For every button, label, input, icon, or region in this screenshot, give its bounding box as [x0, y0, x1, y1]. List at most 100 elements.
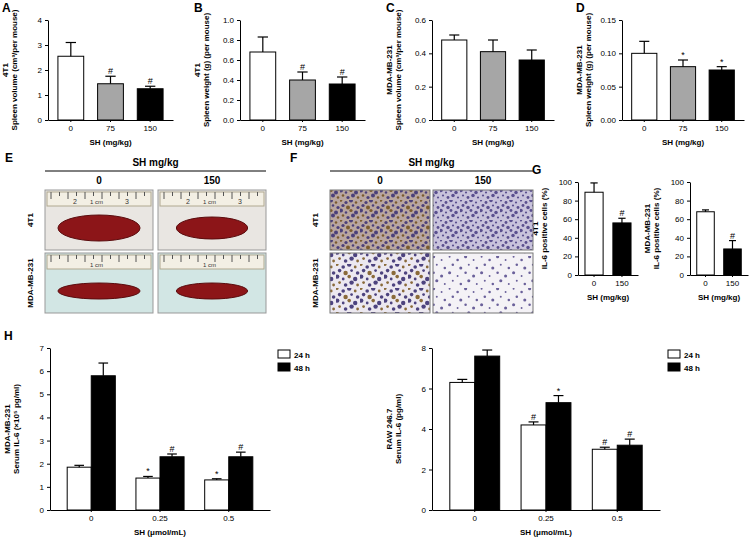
x-tick-mark [594, 275, 595, 277]
ruler-label: 1 cm [203, 199, 216, 205]
y-tick-label: 100 [671, 178, 685, 187]
y-axis-title-line: MDA-MB-231 [575, 45, 584, 95]
y-tick-mark [429, 470, 432, 471]
y-tick: 0.0 [223, 116, 240, 125]
spleen [58, 283, 140, 299]
ruler-label: 2 [186, 198, 190, 205]
x-axis: 0150 [691, 275, 749, 288]
y-tick-label: 20 [675, 252, 684, 261]
y-tick-mark [619, 20, 622, 21]
x-tick: 150 [715, 120, 729, 133]
y-tick-label: 1 [40, 483, 45, 492]
legend: 24 h48 h [278, 350, 310, 373]
y-tick-mark [237, 80, 240, 81]
y-tick: 0.6 [223, 56, 240, 65]
error-bar [337, 77, 347, 84]
y-tick: 1.0 [223, 16, 240, 25]
y-axis-title: 4T1Spleen volume (cm³/per mouse) [1, 9, 19, 130]
y-tick-mark [45, 95, 48, 96]
error-bar [618, 218, 625, 223]
error-line [629, 439, 630, 445]
plot-area [58, 43, 163, 121]
x-tick-label: 0 [261, 124, 266, 133]
error-line [240, 452, 241, 457]
x-tick-mark [228, 510, 229, 512]
x-tick: 0 [89, 510, 94, 523]
bar [137, 89, 163, 120]
column-label: 150 [475, 175, 492, 186]
panel-letter: G [532, 163, 541, 177]
y-tick-label: 100 [559, 178, 573, 187]
legend-swatch [278, 363, 290, 371]
ruler [160, 192, 264, 206]
chart-panel: ##0.00.20.40.60.81.0075150SH (mg/kg)4T1S… [193, 13, 366, 147]
image-panel: FSH mg/kg01504T1MDA-MB-231 [290, 151, 533, 313]
x-tick-mark [70, 120, 71, 122]
panel-letter: B [194, 1, 203, 15]
photo-tile [45, 190, 153, 250]
y-tick-label: 60 [675, 215, 684, 224]
y-axis-title: RAW 246.7Serum IL-6 (pg/ml) [385, 394, 403, 465]
bar [697, 212, 715, 275]
y-tick: 7 [40, 344, 50, 353]
x-tick: 75 [298, 120, 307, 133]
image-panel: ESH mg/kg01504T1231 cm231 cmMDA-MB-2311 … [5, 151, 266, 313]
column-label: 150 [204, 175, 221, 186]
y-axis-title-line: Spleen weight (g) (per mouse) [202, 13, 211, 128]
y-tick: 0.2 [415, 83, 432, 92]
image-header: SH mg/kg [408, 157, 454, 168]
y-tick: 100 [671, 178, 690, 187]
ruler-tick [232, 192, 233, 199]
row-label: MDA-MB-231 [26, 258, 35, 308]
ruler-tick [127, 255, 128, 259]
significance-label: # [627, 429, 632, 439]
legend-label: 24 h [684, 351, 700, 360]
bar [480, 52, 505, 120]
significance-label: # [340, 67, 345, 77]
y-tick: 60 [563, 215, 578, 224]
y-tick: 20 [563, 252, 578, 261]
y-axis-line [622, 21, 623, 121]
y-tick-label: 5 [40, 390, 45, 399]
error-line [342, 77, 343, 84]
y-tick-label: 6 [422, 385, 427, 394]
ruler-tick [240, 192, 241, 196]
y-tick-label: 0 [40, 506, 45, 515]
ruler-tick [119, 192, 120, 199]
y-tick-mark [575, 201, 578, 202]
x-tick: 150 [615, 275, 629, 288]
ruler-tick [93, 192, 94, 196]
ruler-label: 1 cm [90, 199, 103, 205]
error-bar [600, 447, 610, 449]
ruler-tick [136, 192, 137, 199]
error-bar [143, 476, 153, 478]
y-tick: 0.2 [223, 96, 240, 105]
ruler-label: 2 [73, 198, 77, 205]
error-cap [457, 379, 467, 380]
ruler-tick [68, 255, 69, 262]
significance-labels: ##*# [531, 386, 632, 448]
y-axis-line [50, 349, 51, 511]
significance-labels: # [619, 208, 624, 218]
x-tick: 0 [473, 510, 478, 523]
y-tick-label: 7 [40, 344, 45, 353]
ruler-tick [181, 255, 182, 262]
plot-area [697, 210, 742, 275]
x-axis-line [51, 510, 271, 511]
error-cap [482, 349, 492, 350]
x-tick-mark [454, 120, 455, 122]
error-bar [457, 379, 467, 382]
x-axis: 0150 [579, 275, 639, 288]
error-line [262, 37, 263, 52]
error-line [302, 72, 303, 80]
y-tick-label: 2 [38, 66, 43, 75]
error-bar [527, 50, 537, 60]
y-tick-label: 4 [38, 16, 43, 25]
ruler-tick [172, 255, 173, 259]
bar [519, 60, 544, 120]
x-tick: 0.5 [223, 510, 235, 523]
y-tick-mark [237, 20, 240, 21]
y-axis: 0.00.20.40.60.81.0 [223, 16, 241, 125]
y-tick: 1 [40, 483, 50, 492]
y-tick: 3 [40, 437, 50, 446]
